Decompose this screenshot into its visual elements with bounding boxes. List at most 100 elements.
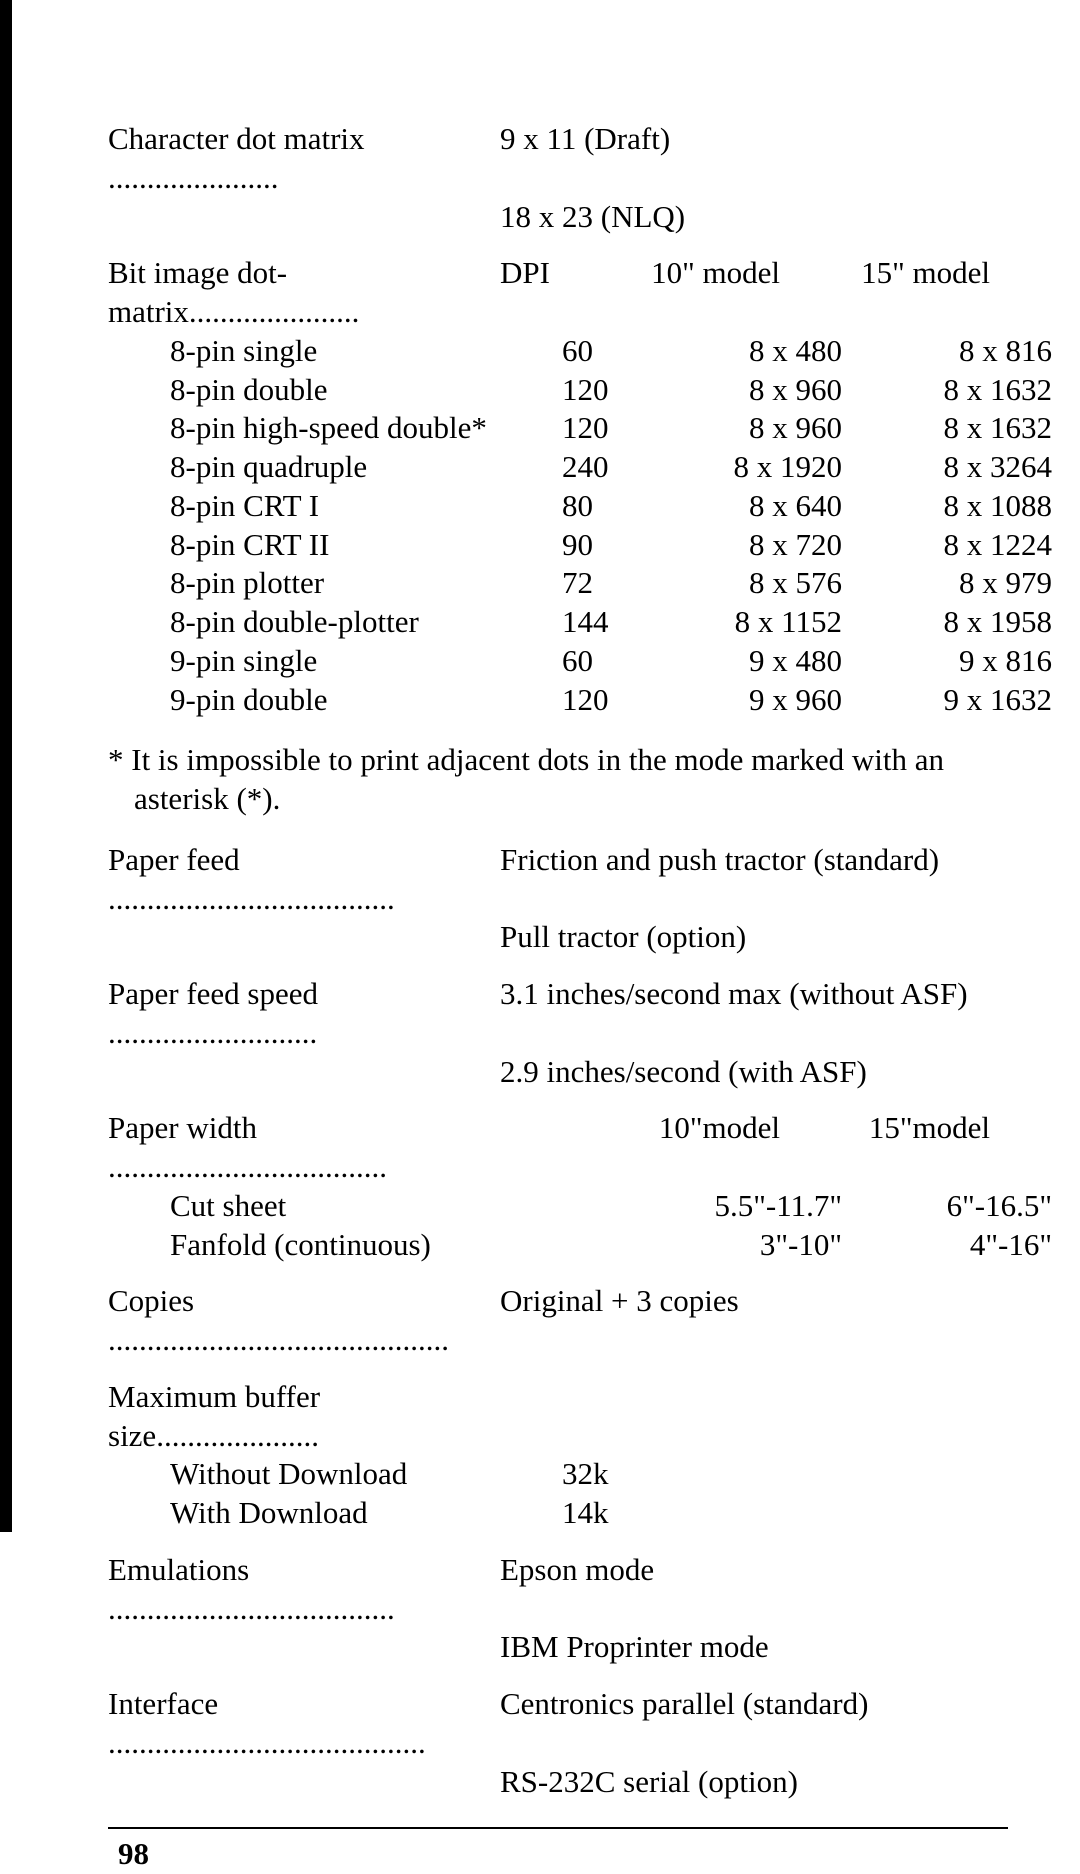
interface-value-2: RS-232C serial (option): [500, 1763, 1008, 1802]
page-number: 98: [108, 1835, 1008, 1874]
dpi: 60: [562, 332, 652, 371]
model-15: 8 x 1632: [852, 409, 1052, 448]
table-row: 9-pin single609 x 4809 x 816: [108, 642, 1008, 681]
table-row: Without Download32k: [108, 1455, 1008, 1494]
emulations-row-2: IBM Proprinter mode: [108, 1628, 1008, 1667]
model-10: 9 x 960: [652, 681, 852, 720]
dpi: 240: [562, 448, 652, 487]
footer-rule: [108, 1827, 1008, 1829]
hdr-10: 10" model: [590, 254, 790, 332]
emulations-row: Emulations .............................…: [108, 1551, 1008, 1629]
char-matrix-value: 9 x 11 (Draft): [500, 120, 1008, 198]
leader-dots: .....................................: [108, 881, 395, 916]
paper-feed-value-2: Pull tractor (option): [500, 918, 1008, 957]
paper-feed-row-2: Pull tractor (option): [108, 918, 1008, 957]
model-15: 8 x 1224: [852, 526, 1052, 565]
table-row: 8-pin high-speed double*1208 x 9608 x 16…: [108, 409, 1008, 448]
paper-width-table: Paper width ............................…: [108, 1109, 1008, 1264]
spacer: [108, 198, 500, 237]
table-row: Cut sheet5.5"-11.7"6"-16.5": [108, 1187, 1008, 1226]
paper-feed-speed-row-2: 2.9 inches/second (with ASF): [108, 1053, 1008, 1092]
copies-value: Original + 3 copies: [500, 1282, 1008, 1360]
label-text: Copies: [108, 1283, 194, 1318]
leader-dots: ........................................…: [108, 1725, 426, 1760]
model-10: 8 x 1920: [652, 448, 852, 487]
paper-width-label: Paper width ............................…: [108, 1109, 500, 1187]
dpi: 90: [562, 526, 652, 565]
mode-name: 8-pin CRT I: [108, 487, 562, 526]
paper-feed-speed-label: Paper feed speed .......................…: [108, 975, 500, 1053]
leader-dots: ......................: [108, 160, 279, 195]
interface-label: Interface ..............................…: [108, 1685, 500, 1763]
model-15: 9 x 1632: [852, 681, 1052, 720]
leader-dots: ....................................: [108, 1149, 387, 1184]
leader-dots: ...........................: [108, 1015, 317, 1050]
buf-val: 32k: [562, 1455, 1008, 1494]
mode-name: 9-pin double: [108, 681, 562, 720]
paper-feed-speed-row: Paper feed speed .......................…: [108, 975, 1008, 1053]
binding-shadow: [0, 0, 12, 1532]
buf-val: 14k: [562, 1494, 1008, 1533]
model-15: 8 x 1088: [852, 487, 1052, 526]
pw-hdr-15: 15"model: [790, 1109, 990, 1187]
interface-value: Centronics parallel (standard): [500, 1685, 1008, 1763]
char-matrix-row: Character dot matrix ...................…: [108, 120, 1008, 198]
model-10: 9 x 480: [652, 642, 852, 681]
hdr-dpi: DPI: [500, 254, 590, 332]
emulations-value: Epson mode: [500, 1551, 1008, 1629]
label-text: Paper width: [108, 1110, 257, 1145]
paper-width-header: Paper width ............................…: [108, 1109, 1008, 1187]
pw-hdr-10: 10"model: [590, 1109, 790, 1187]
table-row: 8-pin double1208 x 9608 x 1632: [108, 371, 1008, 410]
dpi: 144: [562, 603, 652, 642]
model-10: 8 x 480: [652, 332, 852, 371]
model-10: 8 x 1152: [652, 603, 852, 642]
model-15: 8 x 1958: [852, 603, 1052, 642]
label-text: Paper feed speed: [108, 976, 318, 1011]
pw-10: 3"-10": [652, 1226, 852, 1265]
table-row: 8-pin double-plotter1448 x 11528 x 1958: [108, 603, 1008, 642]
leader-dots: ........................................…: [108, 1322, 449, 1357]
model-10: 8 x 960: [652, 409, 852, 448]
char-matrix-value-2: 18 x 23 (NLQ): [500, 198, 1008, 237]
model-15: 8 x 1632: [852, 371, 1052, 410]
dpi: 120: [562, 409, 652, 448]
buf-name: With Download: [108, 1494, 562, 1533]
table-row: 8-pin plotter728 x 5768 x 979: [108, 564, 1008, 603]
label-text: Emulations: [108, 1552, 249, 1587]
table-row: 9-pin double1209 x 9609 x 1632: [108, 681, 1008, 720]
model-10: 8 x 640: [652, 487, 852, 526]
pw-name: Cut sheet: [108, 1187, 562, 1226]
label-text: Character dot matrix: [108, 121, 365, 156]
dpi: 120: [562, 681, 652, 720]
dpi: 72: [562, 564, 652, 603]
mode-name: 8-pin double: [108, 371, 562, 410]
paper-feed-row: Paper feed .............................…: [108, 841, 1008, 919]
model-15: 9 x 816: [852, 642, 1052, 681]
leader-dots: ......................: [189, 294, 360, 329]
dpi: 120: [562, 371, 652, 410]
mode-name: 8-pin quadruple: [108, 448, 562, 487]
bit-image-header: Bit image dot-matrix....................…: [108, 254, 1008, 332]
table-row: Fanfold (continuous)3"-10"4"-16": [108, 1226, 1008, 1265]
page: Character dot matrix ...................…: [0, 0, 1080, 1532]
pw-15: 4"-16": [852, 1226, 1052, 1265]
interface-row: Interface ..............................…: [108, 1685, 1008, 1763]
buf-name: Without Download: [108, 1455, 562, 1494]
emulations-value-2: IBM Proprinter mode: [500, 1628, 1008, 1667]
mode-name: 9-pin single: [108, 642, 562, 681]
bit-image-table: Bit image dot-matrix....................…: [108, 254, 1008, 719]
model-10: 8 x 576: [652, 564, 852, 603]
label-text: Interface: [108, 1686, 218, 1721]
copies-row: Copies .................................…: [108, 1282, 1008, 1360]
paper-feed-speed-value-2: 2.9 inches/second (with ASF): [500, 1053, 1008, 1092]
paper-feed-label: Paper feed .............................…: [108, 841, 500, 919]
hdr-15: 15" model: [790, 254, 990, 332]
model-15: 8 x 816: [852, 332, 1052, 371]
mode-name: 8-pin plotter: [108, 564, 562, 603]
table-row: 8-pin CRT II908 x 7208 x 1224: [108, 526, 1008, 565]
pw-name: Fanfold (continuous): [108, 1226, 562, 1265]
model-10: 8 x 960: [652, 371, 852, 410]
mode-name: 8-pin double-plotter: [108, 603, 562, 642]
mode-name: 8-pin high-speed double*: [108, 409, 562, 448]
